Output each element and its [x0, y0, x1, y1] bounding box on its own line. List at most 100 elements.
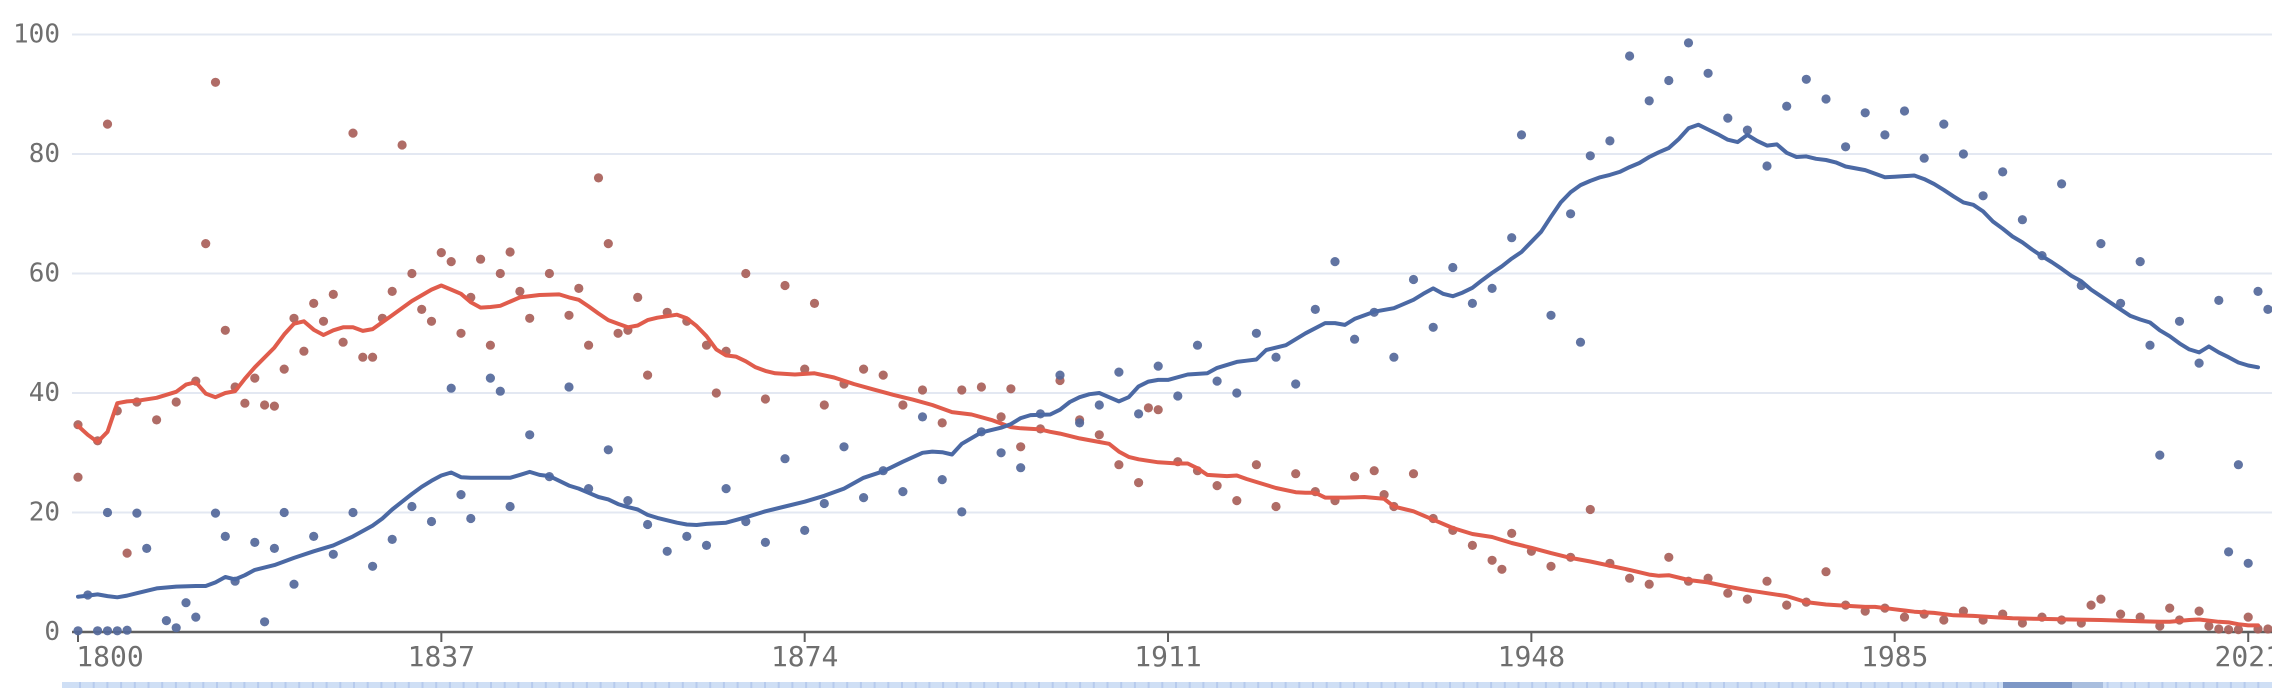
data-point	[122, 625, 132, 635]
data-point	[328, 549, 338, 559]
data-point	[446, 257, 456, 267]
data-point	[73, 472, 83, 482]
data-point	[976, 382, 987, 392]
y-axis-labels: 0 20 40 60 80 100	[13, 20, 60, 648]
data-point	[1939, 615, 1949, 625]
data-point	[1958, 606, 1968, 616]
data-point	[1212, 376, 1222, 386]
data-point	[2224, 547, 2234, 557]
data-point	[289, 579, 299, 589]
data-point	[800, 525, 810, 536]
data-point	[318, 316, 329, 326]
data-point	[1644, 579, 1654, 589]
scrubber-thumb-edge[interactable]	[2072, 682, 2103, 688]
data-point	[1428, 322, 1438, 332]
data-point	[2224, 625, 2234, 635]
data-point	[348, 507, 358, 518]
data-point	[584, 340, 594, 350]
data-point	[1723, 113, 1733, 123]
data-point	[1134, 478, 1144, 488]
scrubber-track[interactable]	[62, 682, 2272, 688]
data-point	[309, 298, 319, 308]
data-point	[2263, 624, 2272, 634]
data-point	[1094, 400, 1104, 410]
data-point	[2204, 621, 2214, 631]
data-point	[1507, 233, 1517, 243]
data-point	[299, 346, 309, 356]
data-point	[898, 400, 908, 410]
data-point	[780, 454, 790, 464]
data-point	[1821, 94, 1831, 104]
y-tick-label: 20	[29, 498, 60, 528]
data-point	[1408, 274, 1419, 285]
data-point	[466, 513, 476, 524]
data-point	[2145, 340, 2155, 350]
data-point	[279, 507, 289, 518]
data-point	[1487, 283, 1497, 293]
data-point	[623, 496, 633, 506]
timeline-scrubber[interactable]	[62, 682, 2272, 688]
data-point	[1487, 555, 1497, 565]
data-point	[2243, 612, 2253, 622]
data-point	[1251, 460, 1261, 470]
data-point	[741, 268, 751, 279]
data-point	[1762, 161, 1772, 171]
data-point	[269, 543, 279, 554]
data-point	[1546, 561, 1556, 571]
data-point	[2096, 594, 2106, 604]
data-point	[574, 283, 584, 293]
data-point	[1899, 612, 1910, 622]
data-point	[1899, 106, 1910, 116]
scrubber-thumb[interactable]	[2003, 682, 2072, 688]
data-point	[1075, 418, 1085, 428]
data-point	[780, 280, 790, 291]
data-point	[1497, 564, 1507, 574]
data-point	[1251, 328, 1261, 338]
data-point	[1664, 552, 1674, 562]
data-point	[1094, 430, 1104, 440]
data-point	[1271, 352, 1281, 362]
data-point	[2253, 286, 2263, 296]
data-point	[201, 239, 211, 249]
data-point	[1801, 74, 1811, 84]
data-point	[1625, 573, 1635, 583]
data-point	[2155, 450, 2165, 460]
data-point	[760, 394, 771, 404]
gridlines	[72, 33, 2272, 634]
data-point	[476, 254, 486, 264]
data-point	[2017, 618, 2027, 628]
data-point	[917, 385, 928, 395]
data-point	[260, 400, 270, 410]
data-point	[328, 289, 338, 299]
data-point	[2096, 239, 2106, 249]
data-point	[1016, 442, 1026, 452]
data-point	[1546, 310, 1556, 320]
data-point	[495, 386, 505, 396]
data-point	[1507, 528, 1517, 539]
data-point	[436, 248, 446, 258]
data-point	[1625, 51, 1635, 61]
data-point	[1212, 481, 1222, 491]
data-point	[112, 626, 122, 636]
x-tick-label: 1948	[1498, 640, 1565, 673]
y-tick-label: 100	[13, 20, 60, 50]
data-point	[122, 548, 132, 558]
data-point	[485, 373, 495, 383]
data-point	[1271, 501, 1281, 512]
data-point	[1978, 191, 1988, 201]
data-point	[210, 508, 221, 518]
data-point	[2017, 215, 2027, 225]
data-point	[1143, 403, 1153, 413]
data-point	[859, 493, 869, 503]
data-point	[1880, 130, 1890, 140]
data-point	[1350, 472, 1360, 482]
data-point	[161, 616, 171, 626]
data-point	[1389, 352, 1399, 362]
data-point	[2233, 460, 2243, 470]
data-point	[1232, 496, 1242, 506]
data-point	[102, 507, 113, 518]
data-point	[1006, 384, 1016, 394]
data-point	[711, 388, 721, 398]
data-point	[73, 626, 83, 636]
data-point	[152, 415, 162, 425]
